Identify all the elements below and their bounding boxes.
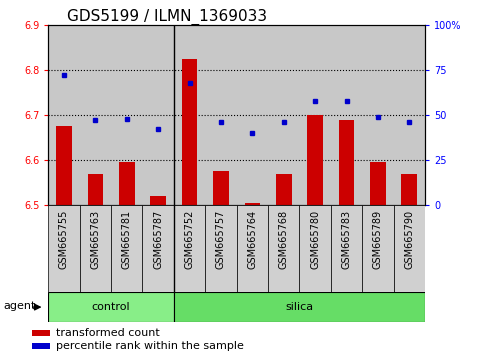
- Text: GDS5199 / ILMN_1369033: GDS5199 / ILMN_1369033: [67, 8, 267, 25]
- Text: control: control: [92, 302, 130, 312]
- Bar: [111, 205, 142, 292]
- Text: GSM665789: GSM665789: [373, 210, 383, 269]
- Bar: [182, 59, 198, 205]
- Bar: [331, 205, 362, 292]
- Text: percentile rank within the sample: percentile rank within the sample: [56, 341, 244, 352]
- Bar: [268, 205, 299, 292]
- Text: GSM665768: GSM665768: [279, 210, 289, 269]
- Text: GSM665752: GSM665752: [185, 210, 195, 269]
- Bar: [276, 174, 292, 205]
- Bar: [237, 205, 268, 292]
- Text: agent: agent: [4, 301, 36, 310]
- Bar: [394, 205, 425, 292]
- Text: silica: silica: [285, 302, 313, 312]
- Bar: [142, 205, 174, 292]
- Text: GSM665763: GSM665763: [90, 210, 100, 269]
- Bar: [56, 126, 72, 205]
- Text: GSM665787: GSM665787: [153, 210, 163, 269]
- Bar: [80, 205, 111, 292]
- Bar: [205, 205, 237, 292]
- Text: GSM665790: GSM665790: [404, 210, 414, 269]
- Bar: [370, 162, 386, 205]
- Bar: [174, 292, 425, 322]
- Bar: [32, 343, 50, 349]
- Bar: [174, 205, 205, 292]
- Bar: [87, 174, 103, 205]
- Bar: [299, 205, 331, 292]
- Text: GSM665764: GSM665764: [247, 210, 257, 269]
- Text: transformed count: transformed count: [56, 328, 160, 338]
- Bar: [150, 196, 166, 205]
- Text: GSM665780: GSM665780: [310, 210, 320, 269]
- Bar: [119, 162, 135, 205]
- Bar: [48, 205, 80, 292]
- Bar: [32, 330, 50, 336]
- Bar: [213, 171, 229, 205]
- Bar: [362, 205, 394, 292]
- Bar: [339, 120, 355, 205]
- Text: GSM665757: GSM665757: [216, 210, 226, 269]
- Bar: [244, 203, 260, 205]
- Bar: [307, 115, 323, 205]
- Bar: [401, 174, 417, 205]
- Text: GSM665781: GSM665781: [122, 210, 132, 269]
- Bar: [48, 292, 174, 322]
- Text: GSM665755: GSM665755: [59, 210, 69, 269]
- Text: GSM665783: GSM665783: [341, 210, 352, 269]
